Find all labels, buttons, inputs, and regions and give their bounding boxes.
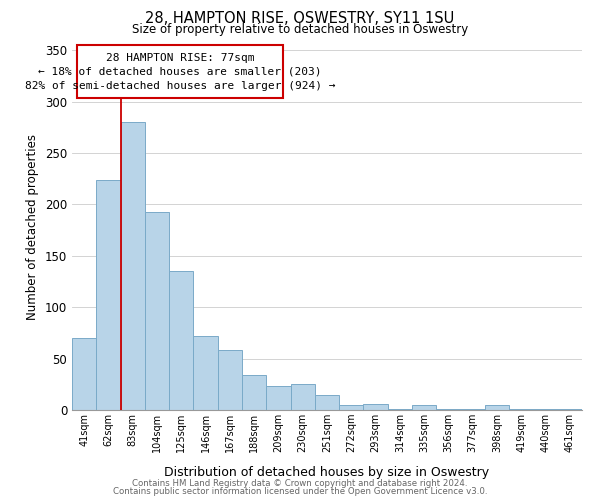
Bar xyxy=(242,375,266,410)
Bar xyxy=(121,122,145,410)
Bar xyxy=(96,180,121,410)
Bar xyxy=(412,405,436,410)
Bar xyxy=(436,409,461,410)
Text: 28 HAMPTON RISE: 77sqm
← 18% of detached houses are smaller (203)
82% of semi-de: 28 HAMPTON RISE: 77sqm ← 18% of detached… xyxy=(25,52,335,90)
Bar xyxy=(315,394,339,410)
Bar xyxy=(266,386,290,410)
Text: Contains HM Land Registry data © Crown copyright and database right 2024.: Contains HM Land Registry data © Crown c… xyxy=(132,478,468,488)
Bar xyxy=(388,409,412,410)
Bar xyxy=(461,409,485,410)
Bar xyxy=(339,405,364,410)
FancyBboxPatch shape xyxy=(77,45,283,98)
Bar xyxy=(558,409,582,410)
Bar xyxy=(218,350,242,410)
Text: Contains public sector information licensed under the Open Government Licence v3: Contains public sector information licen… xyxy=(113,487,487,496)
Bar xyxy=(533,409,558,410)
X-axis label: Distribution of detached houses by size in Oswestry: Distribution of detached houses by size … xyxy=(164,466,490,479)
Bar xyxy=(169,271,193,410)
Bar xyxy=(509,409,533,410)
Bar xyxy=(290,384,315,410)
Bar xyxy=(145,212,169,410)
Bar xyxy=(72,338,96,410)
Bar xyxy=(193,336,218,410)
Y-axis label: Number of detached properties: Number of detached properties xyxy=(26,134,40,320)
Bar xyxy=(485,405,509,410)
Text: Size of property relative to detached houses in Oswestry: Size of property relative to detached ho… xyxy=(132,22,468,36)
Text: 28, HAMPTON RISE, OSWESTRY, SY11 1SU: 28, HAMPTON RISE, OSWESTRY, SY11 1SU xyxy=(145,11,455,26)
Bar xyxy=(364,404,388,410)
